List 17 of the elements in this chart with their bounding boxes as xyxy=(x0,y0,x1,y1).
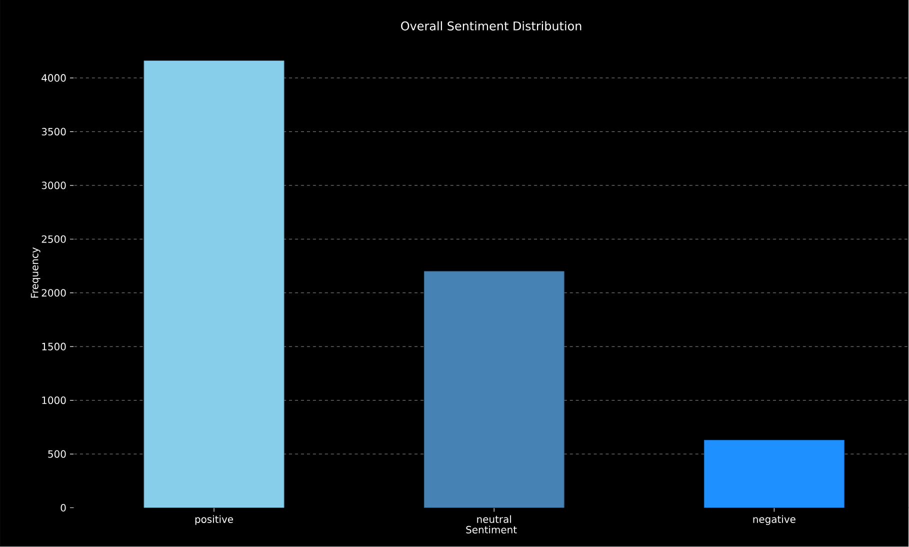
x-tick-label: positive xyxy=(195,515,234,526)
y-tick-label: 3000 xyxy=(42,182,66,190)
y-tick-label: 3500 xyxy=(42,128,66,136)
bar xyxy=(704,440,844,508)
y-tick-label: 2500 xyxy=(42,235,66,244)
y-tick-label: 4000 xyxy=(42,74,66,82)
chart-title: Overall Sentiment Distribution xyxy=(401,21,582,31)
bar xyxy=(424,271,564,508)
y-tick-label: 0 xyxy=(60,504,66,512)
y-tick-label: 500 xyxy=(48,450,66,458)
y-tick-label: 1000 xyxy=(42,396,66,404)
y-tick-label: 2000 xyxy=(42,289,66,297)
y-tick-label: 1500 xyxy=(42,342,66,350)
x-tick-label: negative xyxy=(753,515,796,526)
x-tick-label: neutral xyxy=(477,515,511,524)
x-axis-title: Sentiment xyxy=(466,526,517,534)
y-axis-title: Frequency xyxy=(30,248,40,298)
